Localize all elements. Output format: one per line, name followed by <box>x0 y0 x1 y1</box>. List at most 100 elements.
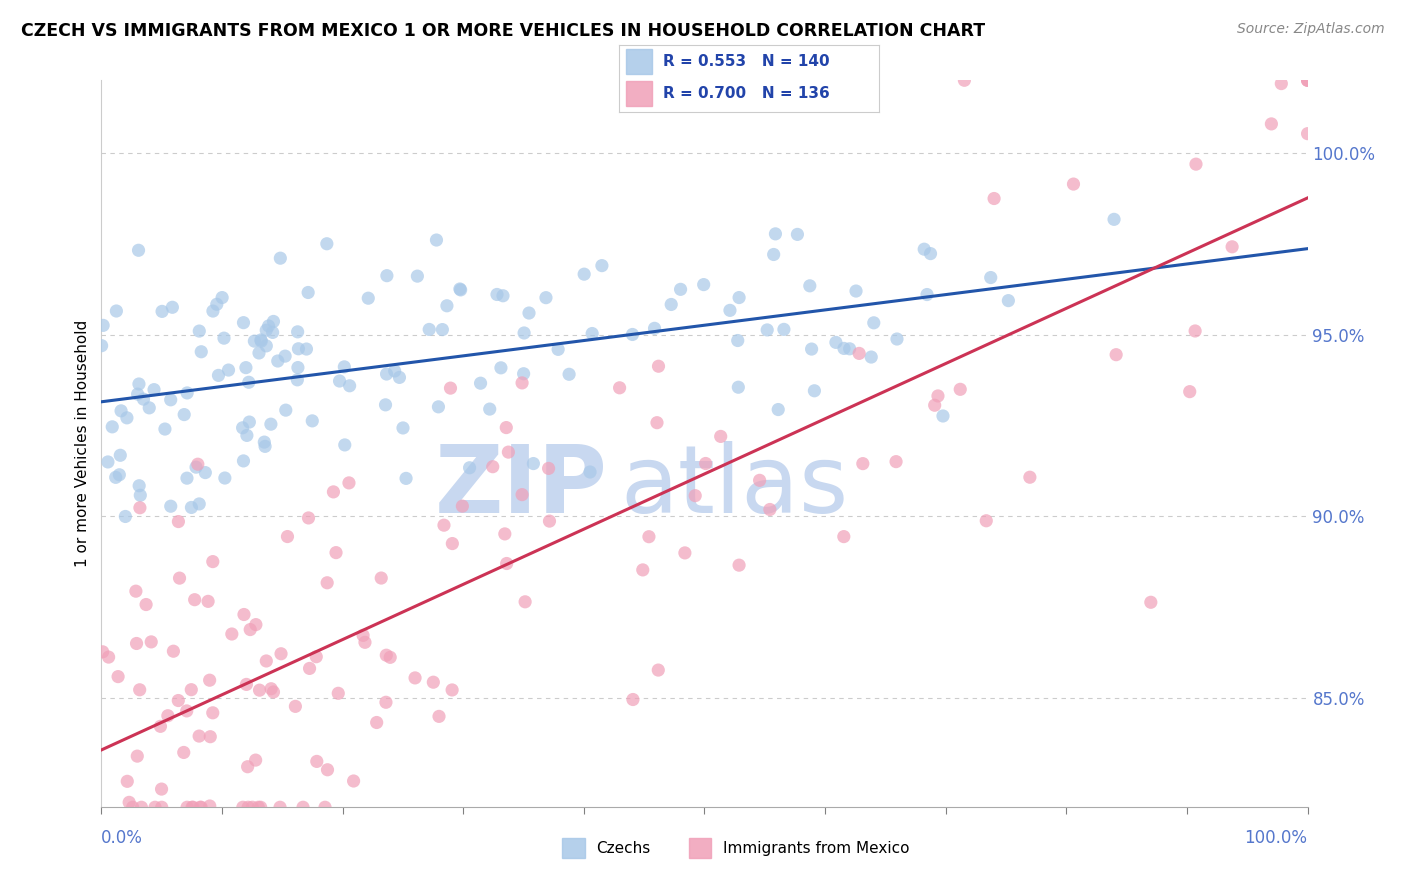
Point <box>912 242 935 256</box>
Point <box>980 270 1002 285</box>
Point <box>339 378 361 392</box>
Point <box>513 595 536 609</box>
Point <box>91 645 114 659</box>
Point <box>236 428 259 442</box>
Point <box>458 460 481 475</box>
Point <box>1102 212 1125 227</box>
Point <box>768 402 790 417</box>
Point <box>418 322 440 336</box>
Point <box>221 627 243 641</box>
Point <box>236 760 259 774</box>
Point <box>927 389 949 403</box>
Point <box>388 370 411 384</box>
Point <box>138 401 160 415</box>
Point <box>238 376 260 390</box>
Point <box>101 420 124 434</box>
Point <box>127 387 149 401</box>
Point <box>187 457 209 471</box>
Point <box>150 800 173 814</box>
Point <box>451 499 474 513</box>
Point <box>352 628 374 642</box>
Point <box>236 800 259 814</box>
Point <box>862 316 884 330</box>
Point <box>748 473 770 487</box>
Point <box>127 749 149 764</box>
Point <box>710 429 733 443</box>
Point <box>886 332 908 346</box>
Point <box>510 376 533 390</box>
Point <box>366 715 388 730</box>
Point <box>673 546 696 560</box>
Point <box>305 649 328 664</box>
Point <box>162 300 184 314</box>
Point <box>198 673 221 688</box>
Point <box>609 381 631 395</box>
Point <box>974 514 997 528</box>
Point <box>169 571 191 585</box>
Text: 0.0%: 0.0% <box>101 830 143 847</box>
Point <box>254 323 277 337</box>
Point <box>201 706 224 720</box>
Point <box>953 73 976 87</box>
Point <box>167 515 190 529</box>
Point <box>188 324 211 338</box>
Point <box>375 695 398 709</box>
Point <box>825 335 848 350</box>
Point <box>489 360 512 375</box>
Point <box>260 681 283 696</box>
Point <box>232 800 254 814</box>
Point <box>1140 595 1163 609</box>
Point <box>243 334 266 348</box>
Point <box>728 291 751 305</box>
Point <box>370 571 392 585</box>
Point <box>232 316 254 330</box>
Point <box>97 650 120 665</box>
Point <box>150 304 173 318</box>
Point <box>270 647 292 661</box>
Point <box>247 346 270 360</box>
Point <box>357 291 380 305</box>
Point <box>333 438 356 452</box>
Point <box>647 359 669 374</box>
Point <box>1063 177 1085 191</box>
Point <box>432 322 454 336</box>
Point <box>756 323 779 337</box>
Point <box>832 342 855 356</box>
Point <box>131 800 153 814</box>
Point <box>181 800 204 814</box>
Point <box>325 546 347 560</box>
Point <box>298 661 321 675</box>
Point <box>579 465 602 479</box>
Point <box>392 421 415 435</box>
Point <box>141 635 163 649</box>
Point <box>190 800 212 814</box>
Point <box>117 774 139 789</box>
Point <box>631 563 654 577</box>
Point <box>295 342 318 356</box>
Point <box>513 326 536 340</box>
Point <box>638 530 661 544</box>
Point <box>250 334 273 349</box>
Point <box>245 753 267 767</box>
Point <box>920 246 942 260</box>
Point <box>235 677 257 691</box>
Point <box>436 299 458 313</box>
Point <box>695 457 717 471</box>
Point <box>235 360 257 375</box>
Point <box>91 318 114 333</box>
Point <box>176 800 198 814</box>
Point <box>422 675 444 690</box>
Point <box>333 359 356 374</box>
Point <box>441 682 464 697</box>
Point <box>284 699 307 714</box>
Point <box>287 325 309 339</box>
Point <box>860 350 883 364</box>
Point <box>176 471 198 485</box>
Point <box>108 467 131 482</box>
Point <box>997 293 1019 308</box>
Point <box>276 530 298 544</box>
Point <box>1185 157 1208 171</box>
Point <box>534 291 557 305</box>
Point <box>173 408 195 422</box>
Point <box>786 227 808 242</box>
